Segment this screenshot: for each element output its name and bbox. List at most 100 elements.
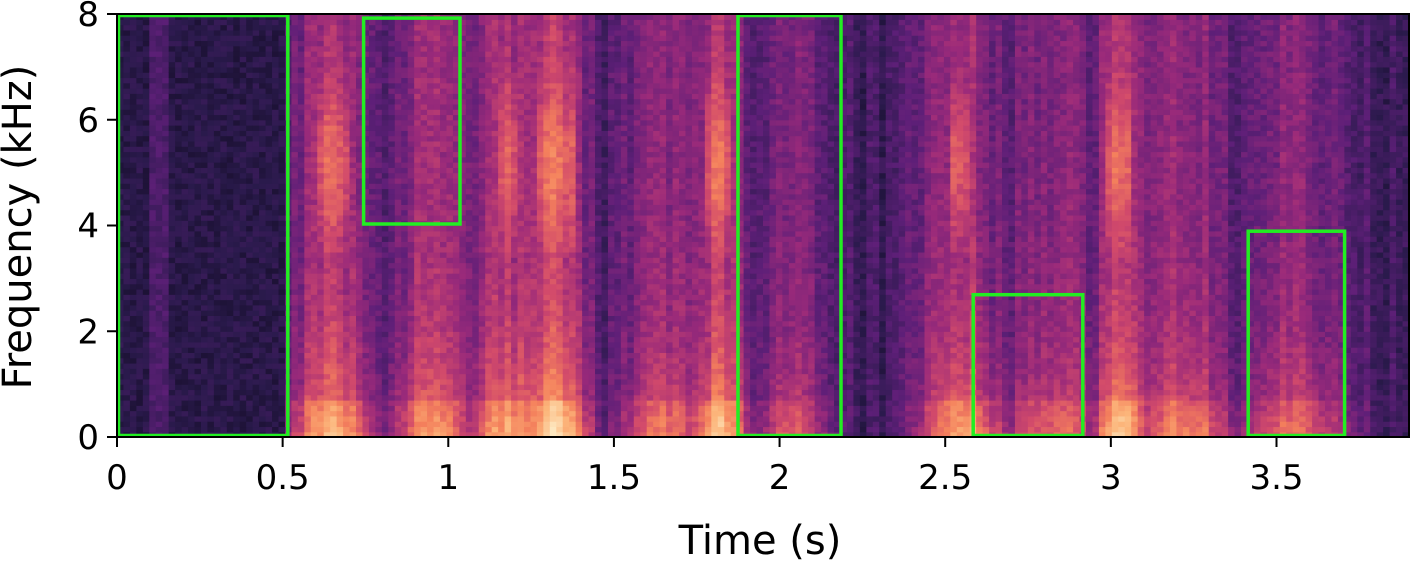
- spectrogram-cell: [433, 405, 441, 412]
- spectrogram-cell: [420, 119, 428, 126]
- spectrogram-cell: [388, 405, 396, 412]
- spectrogram-cell: [168, 257, 176, 264]
- spectrogram-cell: [310, 119, 318, 126]
- spectrogram-cell: [414, 399, 422, 406]
- spectrogram-cell: [433, 98, 441, 105]
- spectrogram-cell: [265, 262, 273, 269]
- spectrogram-cell: [368, 331, 376, 338]
- spectrogram-cell: [168, 368, 176, 375]
- spectrogram-cell: [433, 77, 441, 84]
- spectrogram-cell: [272, 183, 280, 190]
- spectrogram-cell: [375, 214, 383, 221]
- spectrogram-cell: [401, 362, 409, 369]
- spectrogram-cell: [168, 151, 176, 158]
- spectrogram-cell: [297, 251, 305, 258]
- spectrogram-cell: [330, 315, 338, 322]
- spectrogram-cell: [226, 177, 234, 184]
- spectrogram-cell: [485, 336, 493, 343]
- spectrogram-cell: [129, 56, 137, 63]
- spectrogram-cell: [129, 220, 137, 227]
- spectrogram-cell: [259, 61, 267, 68]
- spectrogram-cell: [381, 273, 389, 279]
- spectrogram-cell: [491, 183, 499, 190]
- spectrogram-cell: [272, 315, 280, 322]
- spectrogram-cell: [414, 204, 422, 211]
- spectrogram-cell: [368, 257, 376, 264]
- spectrogram-cell: [233, 310, 241, 316]
- spectrogram-cell: [472, 230, 480, 237]
- spectrogram-cell: [304, 325, 312, 332]
- spectrogram-cell: [420, 257, 428, 264]
- spectrogram-cell: [433, 431, 441, 438]
- spectrogram-cell: [123, 114, 131, 121]
- spectrogram-cell: [252, 93, 260, 100]
- spectrogram-cell: [407, 331, 415, 338]
- spectrogram-cell: [291, 431, 299, 438]
- spectrogram-cell: [155, 167, 163, 174]
- spectrogram-cell: [168, 24, 176, 31]
- spectrogram-cell: [459, 341, 467, 348]
- spectrogram-cell: [394, 273, 402, 279]
- spectrogram-cell: [356, 246, 364, 253]
- spectrogram-cell: [394, 225, 402, 232]
- spectrogram-cell: [117, 72, 125, 79]
- spectrogram-cell: [259, 325, 267, 332]
- spectrogram-cell: [343, 251, 351, 258]
- spectrogram-cell: [381, 98, 389, 105]
- spectrogram-cell: [252, 61, 260, 68]
- spectrogram-cell: [239, 357, 247, 364]
- spectrogram-cell: [200, 410, 209, 417]
- spectrogram-cell: [323, 151, 331, 158]
- spectrogram-cell: [304, 40, 312, 47]
- spectrogram-cell: [272, 103, 280, 110]
- spectrogram-cell: [123, 40, 131, 47]
- spectrogram-cell: [498, 82, 506, 89]
- spectrogram-cell: [433, 394, 441, 401]
- spectrogram-cell: [356, 399, 364, 406]
- spectrogram-cell: [278, 72, 286, 79]
- spectrogram-cell: [394, 431, 402, 438]
- spectrogram-cell: [136, 347, 144, 353]
- spectrogram-cell: [330, 304, 338, 311]
- spectrogram-cell: [278, 82, 286, 89]
- spectrogram-cell: [511, 93, 519, 100]
- spectrogram-cell: [200, 56, 209, 63]
- spectrogram-cell: [323, 336, 331, 343]
- spectrogram-cell: [375, 331, 383, 338]
- spectrogram-cell: [349, 320, 357, 327]
- spectrogram-cell: [246, 98, 254, 105]
- spectrogram-cell: [136, 40, 144, 47]
- spectrogram-cell: [194, 103, 202, 110]
- spectrogram-cell: [168, 405, 176, 412]
- spectrogram-cell: [440, 119, 448, 126]
- spectrogram-cell: [330, 109, 338, 116]
- spectrogram-cell: [123, 19, 131, 26]
- spectrogram-cell: [388, 61, 396, 68]
- spectrogram-cell: [129, 315, 137, 322]
- spectrogram-cell: [123, 98, 131, 105]
- spectrogram-cell: [388, 421, 396, 428]
- spectrogram-cell: [472, 368, 480, 375]
- spectrogram-cell: [420, 19, 428, 26]
- spectrogram-cell: [207, 331, 215, 338]
- spectrogram-cell: [168, 410, 176, 417]
- spectrogram-cell: [368, 431, 376, 438]
- spectrogram-cell: [362, 135, 370, 142]
- spectrogram-cell: [213, 109, 221, 116]
- spectrogram-cell: [388, 331, 396, 338]
- spectrogram-cell: [162, 66, 170, 73]
- spectrogram-cell: [491, 410, 499, 417]
- spectrogram-cell: [485, 98, 493, 105]
- spectrogram-cell: [252, 151, 260, 158]
- spectrogram-cell: [446, 278, 454, 285]
- spectrogram-cell: [356, 410, 364, 417]
- spectrogram-cell: [155, 230, 163, 237]
- spectrogram-cell: [239, 310, 247, 316]
- spectrogram-cell: [414, 19, 422, 26]
- spectrogram-cell: [336, 347, 344, 353]
- spectrogram-cell: [162, 35, 170, 42]
- spectrogram-cell: [511, 241, 519, 248]
- spectrogram-cell: [310, 45, 318, 52]
- spectrogram-cell: [117, 336, 125, 343]
- spectrogram-cell: [330, 325, 338, 332]
